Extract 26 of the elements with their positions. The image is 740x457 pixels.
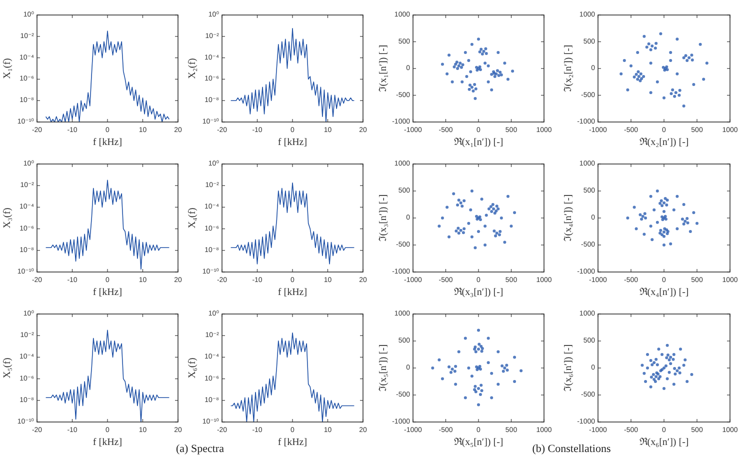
y-axis-title: ℑ(x₃[n′]) [-] (378, 194, 388, 242)
x-axis-title: f [kHz] (278, 137, 308, 148)
x-axis-title: f [kHz] (92, 437, 122, 448)
x-axis-title: ℜ(x₅[n′]) [-] (454, 437, 504, 448)
y-axis-title: X₃(f) (2, 208, 12, 228)
x-axis-title: f [kHz] (278, 287, 308, 298)
y-axis-title: ℑ(x₂[n′]) [-] (562, 44, 574, 92)
x-axis-title: f [kHz] (92, 287, 122, 298)
y-axis-title: ℑ(x₅[n′]) [-] (378, 344, 388, 392)
y-axis-title: ℑ(x₄[n′]) [-] (562, 194, 574, 242)
x-axis-title: f [kHz] (278, 437, 308, 448)
y-axis-title: X₆(f) (186, 358, 198, 378)
y-axis-title: X₄(f) (186, 208, 198, 228)
x-axis-title: ℜ(x₂[n′]) [-] (639, 137, 689, 148)
x-axis-title: ℜ(x₁[n′]) [-] (454, 137, 504, 148)
y-axis-title: X₅(f) (2, 358, 12, 378)
text: (a) Spectra (176, 443, 224, 455)
text: (b) Constellations (532, 443, 611, 455)
y-axis-title: X₂(f) (186, 58, 198, 79)
x-axis-title: ℜ(x₃[n′]) [-] (454, 287, 504, 298)
x-axis-title: ℜ(x₄[n′]) [-] (639, 287, 689, 298)
y-axis-title: ℑ(x₆[n′]) [-] (562, 344, 574, 392)
x-axis-title: f [kHz] (92, 137, 122, 148)
y-axis-title: X₁(f) (2, 58, 12, 79)
y-axis-title: ℑ(x₁[n′]) [-] (378, 44, 388, 92)
x-axis-title: ℜ(x₆[n′]) [-] (639, 437, 689, 448)
